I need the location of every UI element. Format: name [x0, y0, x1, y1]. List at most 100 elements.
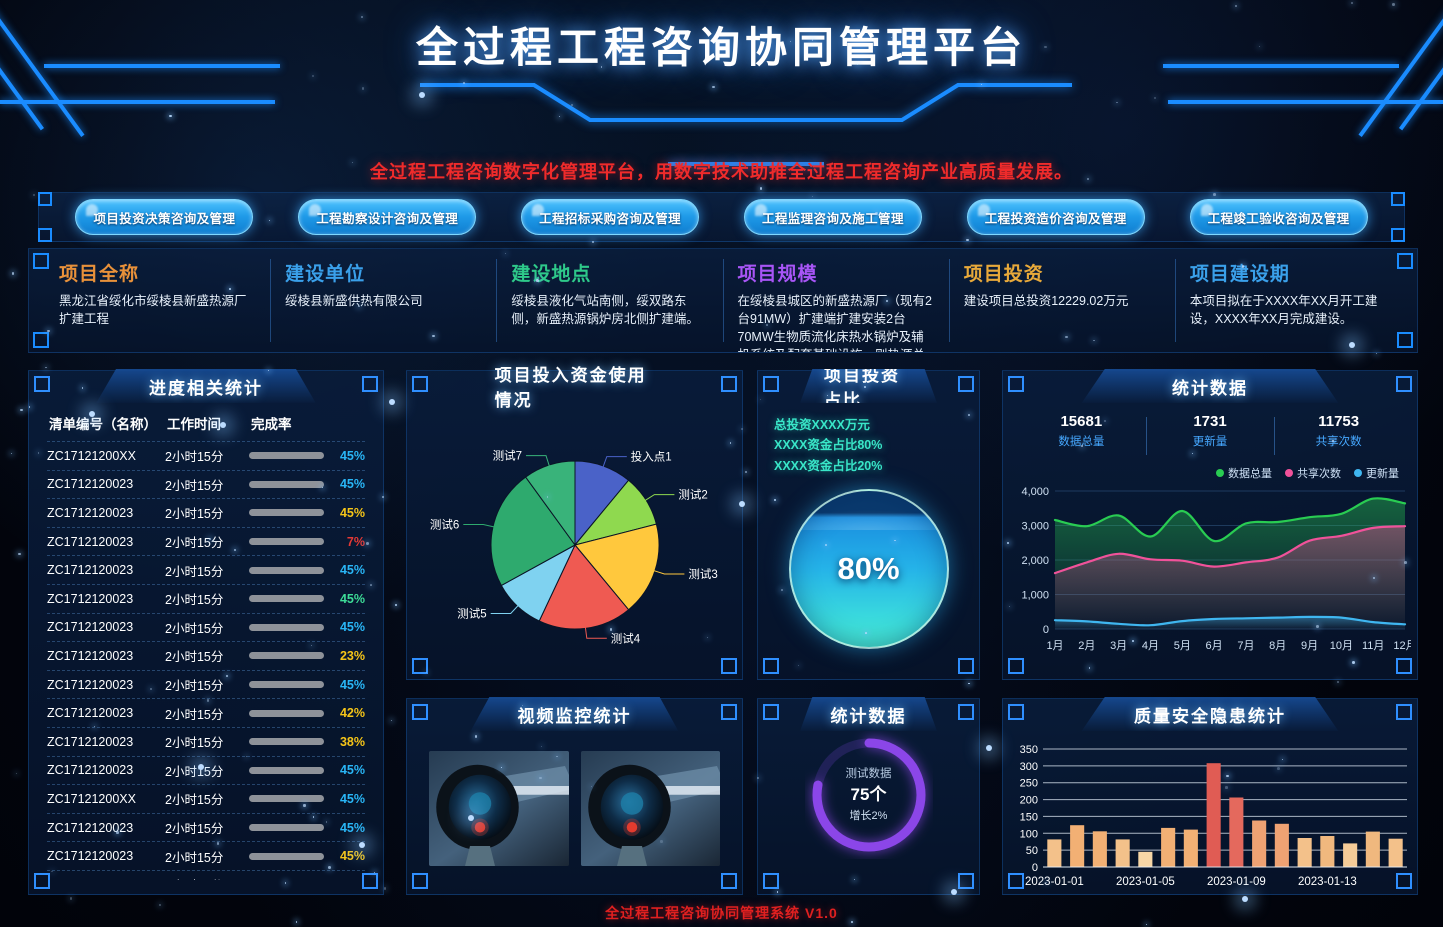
progress-percent-label: 45%: [339, 448, 365, 463]
kpi-label: 数据总量: [1058, 436, 1105, 448]
legend-item-共享次数[interactable]: 共享次数: [1285, 465, 1341, 481]
column-header-rate: 完成率: [251, 417, 292, 432]
pie-slice-label: 测试2: [678, 489, 707, 502]
bar-3[interactable]: [1092, 831, 1107, 867]
table-row[interactable]: ZC1712120023 2小时15分 45%: [47, 612, 365, 642]
info-cell-title: 建设单位: [285, 264, 366, 285]
info-cell-5: 项目投资 建设项目总投资12229.02万元: [948, 259, 1175, 342]
progress-bar-track: [249, 652, 324, 660]
background-star: [69, 897, 73, 900]
bar-10[interactable]: [1252, 820, 1267, 868]
bar-15[interactable]: [1365, 831, 1380, 867]
infoband-corner-tl: [33, 253, 49, 269]
table-row[interactable]: ZC1712120023 2小时15分 45%: [47, 555, 365, 584]
kpi-label: 共享次数: [1315, 436, 1362, 448]
line-chart[interactable]: 0 1,000 2,000 3,000 4,000 1月 2月 3月 4月 5月 6月 7月 8月 9月 1…: [1011, 479, 1416, 671]
panel-corner-br: [1396, 873, 1412, 889]
progress-percent-label: 45%: [339, 505, 365, 520]
bar-chart[interactable]: 0 50 100 150 200 250 300 350 2023-01-01 2023-01-0…: [1009, 743, 1413, 891]
table-row[interactable]: ZC1712120023 2小时15分 45%: [47, 841, 365, 870]
line-series-数据总量[interactable]: [1053, 497, 1407, 543]
table-row[interactable]: ZC1712120023 2小时15分 23%: [47, 641, 365, 670]
panel-quality-safety-bar: 质量安全隐患统计 0 50 100 150 200 250 300 350 2023-01-01…: [1002, 697, 1418, 895]
line-series-更新量[interactable]: [1053, 615, 1407, 627]
nav-button-4[interactable]: 工程监理咨询及施工管理: [743, 199, 922, 235]
table-row[interactable]: ZC1712120023 2小时15分 45%: [47, 498, 365, 527]
progress-bar-track: [249, 681, 324, 689]
progress-table[interactable]: 清单编号（名称） 工作时间 完成率 ZC17121200XX 2小时15分 45% Z…: [47, 407, 365, 880]
panel-corner-tl: [1008, 704, 1024, 720]
table-row[interactable]: ZC1712120023 2小时15分 45%: [47, 669, 365, 699]
donut-chart[interactable]: [805, 731, 933, 859]
legend-item-更新量[interactable]: 更新量: [1354, 465, 1399, 481]
panel-statistics-line: 统计数据 15681 数据总量 1731 更新量 11753 共享次数 数据总量 共享次数更…: [1002, 369, 1418, 680]
bar-9[interactable]: [1229, 797, 1244, 868]
bar-16[interactable]: [1388, 838, 1403, 867]
nav-button-6[interactable]: 工程竣工验收咨询及管理: [1189, 199, 1368, 235]
bar-14[interactable]: [1343, 843, 1358, 867]
bar-11[interactable]: [1274, 823, 1289, 867]
progress-percent-label: 7%: [346, 534, 365, 549]
bar-5[interactable]: [1138, 851, 1153, 867]
table-row[interactable]: ZC1712120023 2小时15分 45%: [47, 469, 365, 499]
progress-bar-track: [249, 738, 324, 746]
cell-code: ZC1712120023: [47, 648, 134, 663]
info-cell-4: 项目规模 在绥棱县城区的新盛热源厂（现有2台91MW）扩建端扩建安装2台70MW生…: [722, 259, 949, 352]
nav-button-5[interactable]: 工程投资造价咨询及管理: [966, 199, 1145, 235]
nav-button-3[interactable]: 工程招标采购咨询及管理: [521, 199, 700, 235]
line-chart-legend[interactable]: 数据总量 共享次数 更新量: [1216, 465, 1399, 481]
panel-title-donut: 统计数据: [799, 697, 938, 731]
cell-code: ZC1712120023: [47, 505, 134, 520]
pie-leader-line: [526, 455, 551, 468]
line-x-tick-label: 4月: [1142, 640, 1159, 652]
pie-leader-line: [602, 456, 627, 469]
panel-title-stats: 统计数据: [1081, 369, 1339, 403]
cell-rate: 45%: [249, 678, 365, 692]
background-star: [18, 552, 22, 556]
background-star: [383, 887, 386, 890]
progress-bar-track: [249, 795, 324, 803]
line-series-共享次数[interactable]: [1053, 525, 1407, 575]
pie-leader-line: [652, 569, 685, 575]
bar-4[interactable]: [1115, 839, 1130, 867]
donut-progress-arc[interactable]: [812, 738, 925, 852]
nav-button-2[interactable]: 工程勘察设计咨询及管理: [298, 199, 477, 235]
bar-12[interactable]: [1297, 838, 1312, 867]
cell-code: ZC1712120023: [47, 820, 134, 835]
table-row[interactable]: ZC17121200XX 2小时15分 45%: [47, 441, 365, 470]
camera-feed-2[interactable]: [580, 751, 720, 866]
panel-corner-tr: [1396, 704, 1412, 720]
line-x-tick-label: 10月: [1330, 640, 1353, 652]
cell-time: 2小时15分: [165, 793, 224, 808]
panel-corner-bl: [763, 658, 779, 674]
bar-13[interactable]: [1320, 836, 1335, 867]
table-row[interactable]: ZC17121200XX 2小时15分 45%: [47, 784, 365, 813]
bar-2[interactable]: [1070, 825, 1085, 867]
cell-time: 2小时15分: [165, 707, 224, 722]
cell-rate: 45%: [249, 620, 365, 634]
table-row[interactable]: ZC1712120023 2小时15分 38%: [47, 726, 365, 756]
cell-rate: 45%: [249, 849, 365, 863]
bar-7[interactable]: [1183, 829, 1198, 867]
line-x-tick-label: 11月: [1362, 640, 1384, 652]
kpi-3: 11753 共享次数: [1274, 413, 1403, 461]
legend-item-数据总量[interactable]: 数据总量: [1216, 465, 1272, 481]
cell-code: ZC1712120023: [47, 734, 134, 749]
pie-chart[interactable]: 投入点1 测试2 测试3 测试4 测试5 测试6 测试7: [407, 413, 742, 671]
liquid-fill-gauge[interactable]: 80%: [788, 489, 949, 649]
nav-button-1[interactable]: 项目投资决策咨询及管理: [75, 199, 254, 235]
bar-8[interactable]: [1206, 763, 1221, 867]
panel-title-progress: 进度相关统计: [96, 369, 316, 403]
slogan-text: 全过程工程咨询数字化管理平台，用数字技术助推全过程工程咨询产业高质量发展。: [370, 162, 1073, 182]
header-deco-right-line-1: [1163, 64, 1399, 68]
bar-1[interactable]: [1047, 839, 1062, 867]
table-row[interactable]: ZC1712120023 2小时15分 45%: [47, 755, 365, 785]
camera-feed-1[interactable]: [429, 751, 569, 866]
table-row[interactable]: ZC1712120023 2小时15分 42%: [47, 698, 365, 727]
bar-6[interactable]: [1161, 827, 1176, 867]
table-row[interactable]: ZC1712120023 2小时15分 45%: [47, 583, 365, 613]
table-row[interactable]: ZC1712120023 2小时15分 45%: [47, 812, 365, 842]
infoband-corner-tr: [1397, 253, 1413, 269]
